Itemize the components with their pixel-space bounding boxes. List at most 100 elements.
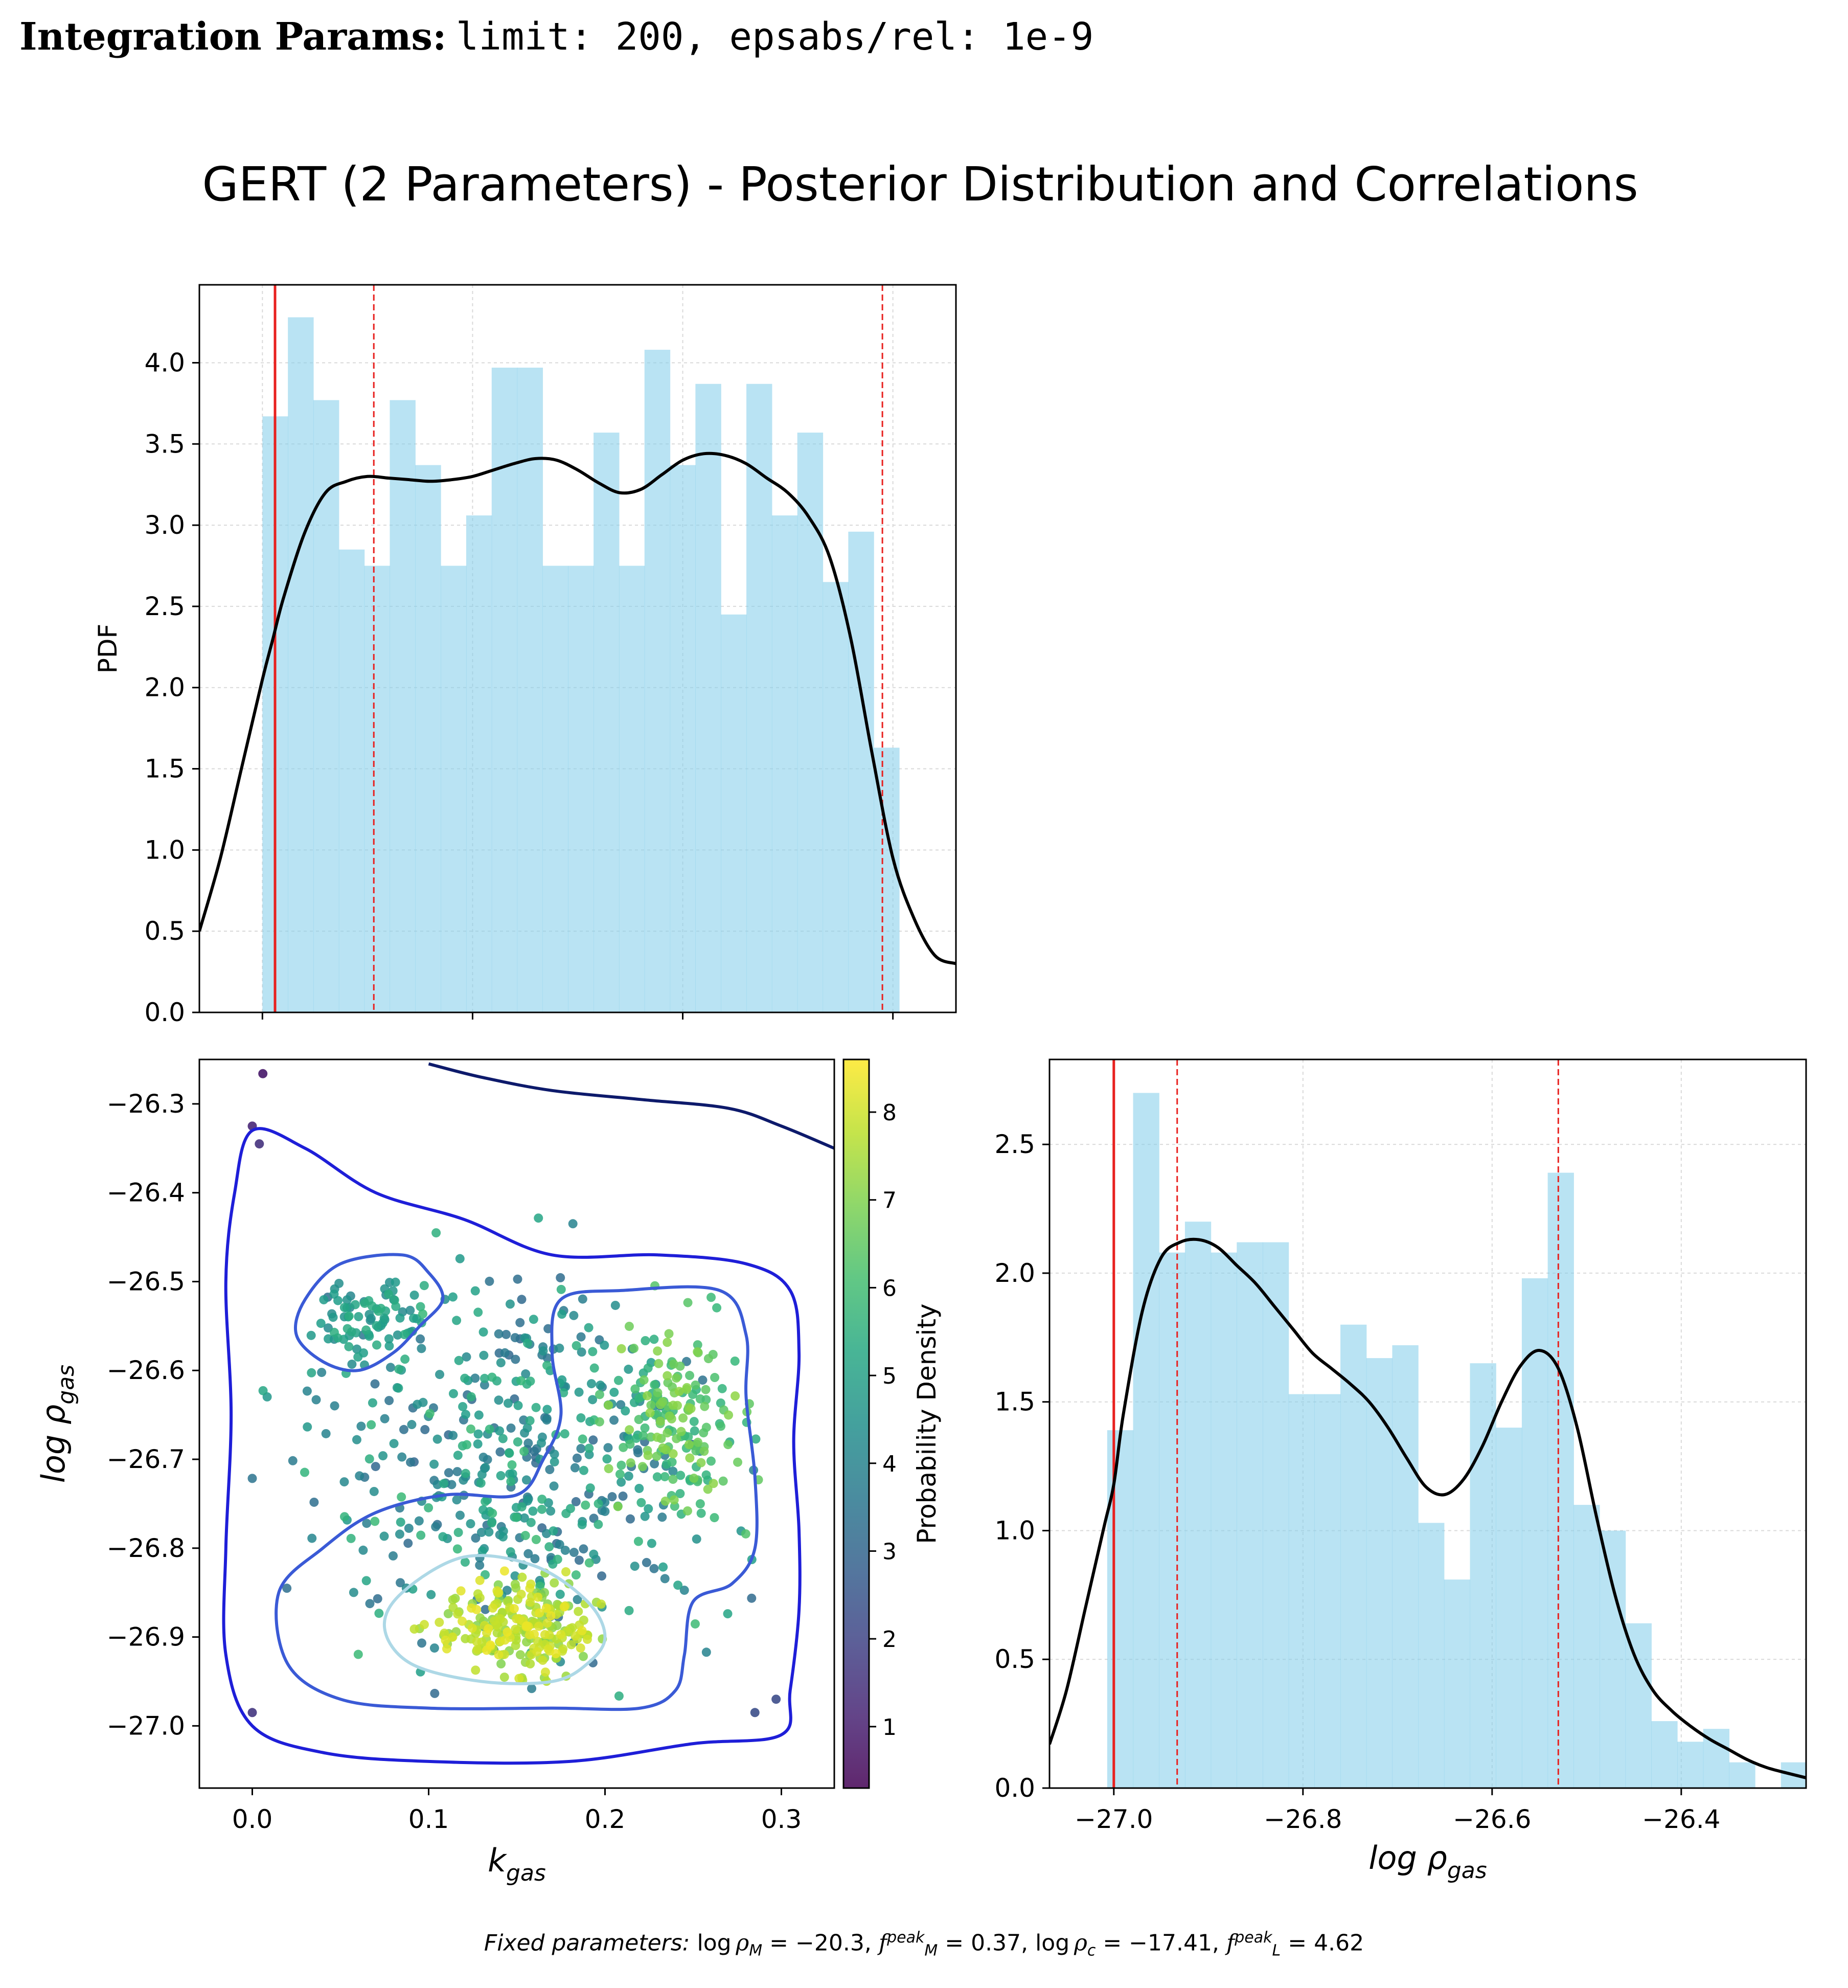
scatter-point: [576, 1332, 586, 1342]
scatter-point: [477, 1470, 487, 1479]
scatter-point: [487, 1518, 496, 1528]
k-gas-histogram-bar: [797, 433, 824, 1012]
scatter-point: [525, 1416, 535, 1426]
scatter-point: [521, 1621, 531, 1631]
scatter-point: [595, 1417, 604, 1427]
scatter-point: [481, 1497, 490, 1506]
scatter-point: [458, 1616, 467, 1626]
scatter-point: [690, 1426, 699, 1436]
scatter-point: [569, 1311, 579, 1320]
right-y-tick-label: 0.5: [994, 1644, 1035, 1674]
log-rho-gas-histogram-bar: [1573, 1505, 1600, 1788]
scatter-point: [594, 1520, 603, 1529]
scatter-point: [629, 1343, 639, 1353]
scatter-point: [522, 1496, 532, 1506]
scatter-point: [540, 1667, 550, 1677]
scatter-point: [540, 1630, 550, 1639]
scatter-point: [556, 1284, 566, 1294]
k-gas-histogram-bar: [695, 383, 721, 1012]
scatter-point: [354, 1312, 363, 1321]
log-rho-m-value: = −20.3,: [769, 1930, 879, 1956]
scatter-point: [570, 1463, 580, 1473]
scatter-point: [516, 1376, 526, 1386]
scatter-point: [633, 1445, 643, 1455]
scatter-point: [505, 1299, 515, 1309]
scatter-point: [625, 1514, 635, 1524]
scatter-point: [664, 1329, 674, 1339]
scatter-point: [577, 1520, 587, 1529]
scatter-point: [528, 1506, 538, 1516]
scatter-point: [696, 1508, 706, 1518]
scatter-point: [414, 1516, 424, 1526]
sub-m-2: M: [924, 1941, 938, 1960]
scatter-point: [460, 1373, 470, 1383]
scatter-point: [550, 1449, 559, 1459]
joint-y-tick-label: −26.3: [107, 1089, 185, 1119]
scatter-point: [555, 1590, 565, 1599]
scatter-point: [682, 1383, 692, 1392]
scatter-point: [533, 1592, 543, 1602]
scatter-point: [519, 1513, 529, 1523]
scatter-point: [409, 1624, 419, 1634]
joint-y-tick-label: −27.0: [107, 1711, 185, 1741]
scatter-point: [613, 1502, 623, 1511]
scatter-point: [258, 1069, 268, 1078]
scatter-point: [416, 1302, 425, 1312]
scatter-point: [543, 1644, 553, 1654]
scatter-point: [716, 1421, 725, 1431]
scatter-point: [353, 1352, 363, 1362]
right-y-tick-label: 1.5: [994, 1387, 1035, 1417]
scatter-point: [307, 1368, 316, 1377]
scatter-point: [643, 1363, 653, 1373]
top-y-tick-label: 0.5: [144, 916, 185, 946]
scatter-point: [571, 1497, 581, 1506]
k-gas-histogram-bar: [466, 515, 492, 1012]
scatter-point: [503, 1398, 513, 1408]
scatter-point: [476, 1478, 486, 1488]
scatter-point: [247, 1474, 257, 1483]
scatter-point: [624, 1364, 633, 1374]
scatter-point: [549, 1526, 558, 1536]
scatter-point: [546, 1611, 556, 1621]
scatter-point: [479, 1350, 489, 1360]
scatter-point: [600, 1506, 610, 1516]
scatter-point: [480, 1373, 489, 1383]
scatter-point: [448, 1431, 458, 1440]
density-contour: [293, 1253, 445, 1372]
scatter-point: [650, 1380, 659, 1390]
scatter-point: [625, 1425, 634, 1435]
scatter-point: [481, 1605, 490, 1614]
scatter-point: [531, 1534, 541, 1544]
scatter-point: [683, 1432, 693, 1442]
scatter-point: [685, 1371, 695, 1381]
scatter-point: [372, 1321, 381, 1330]
scatter-point: [657, 1512, 667, 1522]
scatter-point: [673, 1580, 683, 1590]
peak-sup-2: peak: [1235, 1929, 1272, 1947]
scatter-point: [733, 1457, 743, 1467]
scatter-point: [672, 1434, 681, 1443]
scatter-point: [556, 1630, 566, 1639]
joint-y-tick-label: −26.4: [107, 1178, 185, 1208]
scatter-point: [384, 1289, 394, 1299]
scatter-point: [589, 1363, 599, 1373]
scatter-point: [441, 1635, 450, 1645]
scatter-point: [439, 1479, 449, 1488]
scatter-point: [500, 1348, 510, 1358]
scatter-point: [668, 1466, 678, 1476]
k-gas-kde-curve: [199, 451, 956, 965]
joint-y-axis-label-main: log ρ: [35, 1405, 72, 1483]
scatter-point: [607, 1492, 617, 1502]
scatter-point: [430, 1688, 440, 1698]
scatter-point: [617, 1460, 626, 1470]
scatter-point: [617, 1477, 626, 1487]
scatter-point: [574, 1555, 584, 1565]
scatter-point: [442, 1644, 451, 1654]
scatter-point: [394, 1364, 404, 1374]
scatter-point: [624, 1321, 634, 1331]
scatter-point: [448, 1292, 458, 1302]
scatter-point: [496, 1471, 506, 1481]
scatter-point: [624, 1606, 634, 1615]
k-gas-histogram-bar: [619, 566, 645, 1012]
scatter-point: [484, 1624, 493, 1634]
